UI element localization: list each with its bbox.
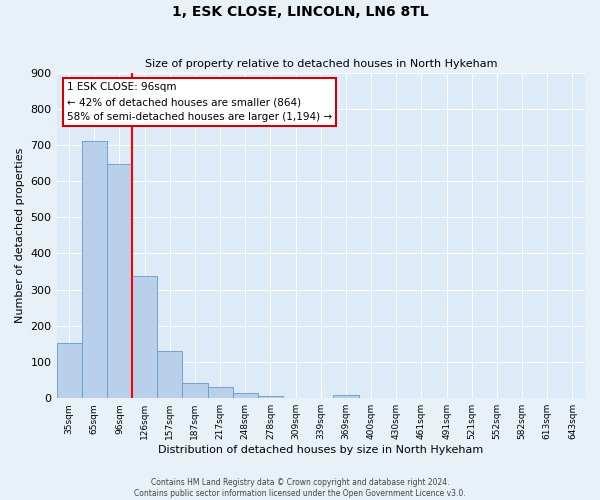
Text: 1, ESK CLOSE, LINCOLN, LN6 8TL: 1, ESK CLOSE, LINCOLN, LN6 8TL — [172, 5, 428, 19]
Bar — [258, 396, 283, 398]
Bar — [56, 343, 82, 398]
Bar — [182, 382, 208, 398]
Bar — [233, 393, 258, 398]
Y-axis label: Number of detached properties: Number of detached properties — [15, 148, 25, 323]
Bar — [132, 276, 157, 398]
Bar — [157, 351, 182, 398]
Bar — [334, 394, 359, 398]
Bar — [208, 386, 233, 398]
Bar — [107, 164, 132, 398]
Bar — [82, 140, 107, 398]
Title: Size of property relative to detached houses in North Hykeham: Size of property relative to detached ho… — [145, 59, 497, 69]
X-axis label: Distribution of detached houses by size in North Hykeham: Distribution of detached houses by size … — [158, 445, 484, 455]
Text: Contains HM Land Registry data © Crown copyright and database right 2024.
Contai: Contains HM Land Registry data © Crown c… — [134, 478, 466, 498]
Text: 1 ESK CLOSE: 96sqm
← 42% of detached houses are smaller (864)
58% of semi-detach: 1 ESK CLOSE: 96sqm ← 42% of detached hou… — [67, 82, 332, 122]
